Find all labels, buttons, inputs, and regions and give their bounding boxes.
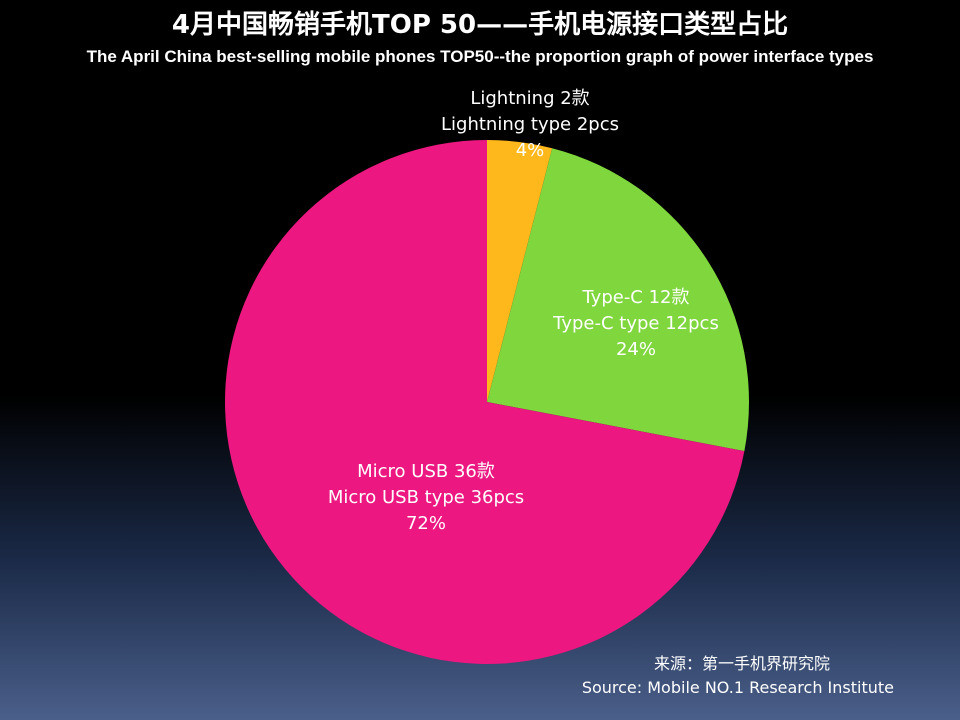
slice-label-micro-usb: Micro USB 36款 Micro USB type 36pcs 72%: [328, 461, 524, 534]
pie-slices: [225, 140, 750, 664]
source-en: Source: Mobile NO.1 Research Institute: [581, 678, 894, 697]
pie-slice-lightning: [487, 140, 553, 402]
pie-slice-micro-usb: [225, 140, 745, 664]
chart-subtitle: The April China best-selling mobile phon…: [86, 47, 874, 66]
chart-title: 4月中国畅销手机TOP 50——手机电源接口类型占比: [171, 10, 789, 40]
slice-label-type-c: Type-C 12款 Type-C type 12pcs 24%: [552, 287, 719, 360]
source-zh: 来源：第一手机界研究院: [653, 654, 830, 673]
title-block: 4月中国畅销手机TOP 50——手机电源接口类型占比 The April Chi…: [0, 8, 960, 68]
source-note: 来源：第一手机界研究院 Source: Mobile NO.1 Research…: [582, 652, 894, 700]
pie-slice-type-c: [487, 148, 750, 452]
slice-label-lightning: Lightning 2款 Lightning type 2pcs 4%: [441, 88, 619, 161]
pie-labels: Lightning 2款 Lightning type 2pcs 4% Type-C …: [328, 88, 719, 534]
